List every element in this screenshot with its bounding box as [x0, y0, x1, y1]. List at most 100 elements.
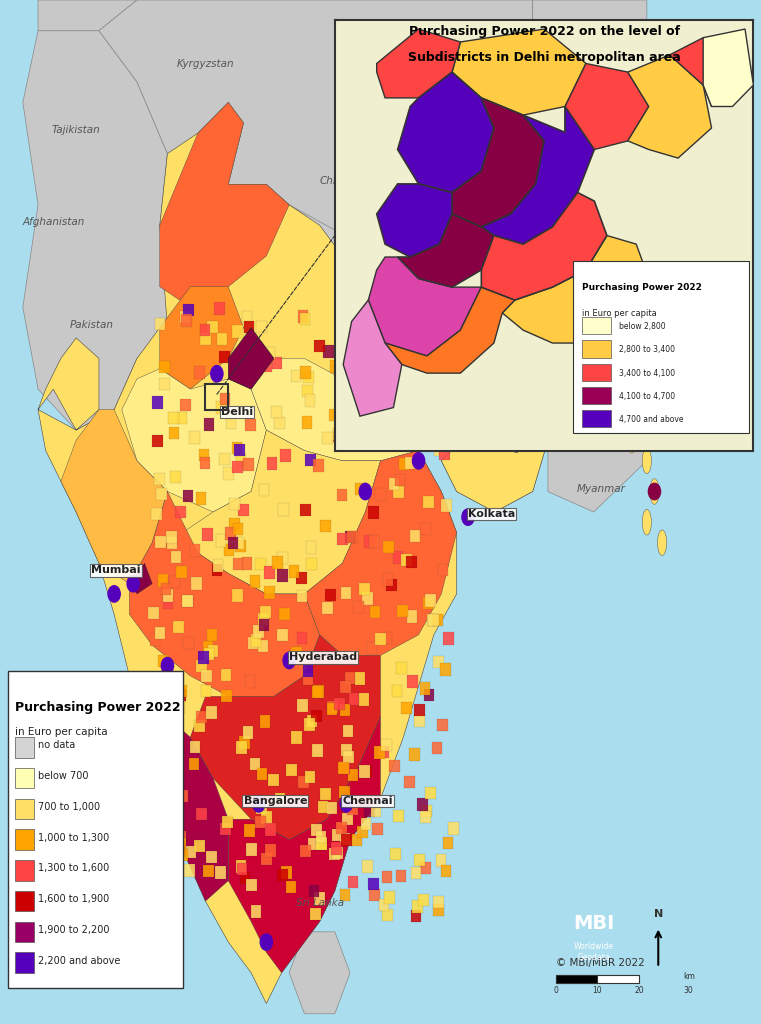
Bar [219, 453, 230, 465]
Bar [401, 554, 412, 566]
Polygon shape [628, 55, 712, 158]
Bar [390, 848, 400, 860]
Polygon shape [38, 102, 548, 1004]
Text: 10: 10 [593, 986, 602, 995]
Bar [163, 589, 174, 601]
Bar [359, 583, 370, 595]
Text: N: N [654, 908, 663, 919]
Bar [285, 881, 296, 893]
Bar [250, 905, 261, 918]
Bar [556, 975, 639, 983]
Bar [348, 769, 358, 781]
Bar [353, 601, 364, 613]
Bar [443, 838, 454, 850]
Bar [233, 558, 244, 570]
Bar [278, 569, 288, 582]
Bar [277, 629, 288, 641]
Polygon shape [289, 205, 419, 276]
Bar [304, 371, 314, 383]
Bar [332, 828, 342, 841]
Bar [355, 673, 365, 685]
Bar [222, 816, 233, 828]
Bar [155, 536, 166, 548]
Bar [393, 366, 404, 378]
Bar [430, 381, 441, 393]
Bar [419, 359, 430, 372]
Bar [372, 822, 383, 835]
Bar [247, 637, 258, 649]
Bar [195, 840, 205, 852]
Bar [204, 648, 215, 660]
Bar [202, 528, 213, 541]
Bar [170, 779, 180, 792]
Bar [219, 350, 230, 362]
Text: Pakistan: Pakistan [69, 319, 113, 330]
Bar [246, 844, 256, 856]
Polygon shape [457, 225, 517, 297]
Bar [240, 871, 250, 884]
Text: Kolkata: Kolkata [468, 509, 515, 519]
Bar [314, 685, 324, 697]
Bar [159, 378, 170, 390]
Bar [383, 573, 393, 586]
Bar [419, 894, 429, 906]
Bar [399, 458, 409, 470]
Bar [308, 838, 319, 850]
Bar [391, 685, 402, 697]
Bar [151, 843, 162, 855]
Bar [362, 860, 373, 872]
Polygon shape [160, 287, 244, 389]
Text: Mumbai: Mumbai [91, 565, 141, 575]
Bar [342, 429, 353, 441]
Bar [250, 758, 260, 770]
Polygon shape [61, 410, 167, 584]
Text: Worldwide
Geodata: Worldwide Geodata [574, 942, 613, 963]
Polygon shape [289, 932, 350, 1014]
Bar [277, 552, 288, 564]
Circle shape [359, 483, 371, 500]
Text: below 2,800: below 2,800 [619, 323, 666, 331]
Bar [397, 604, 408, 616]
Polygon shape [457, 328, 548, 440]
Bar [175, 831, 186, 844]
Bar [206, 707, 217, 719]
Bar [404, 775, 415, 787]
Bar [174, 701, 185, 714]
Polygon shape [251, 358, 434, 461]
Bar [265, 347, 275, 359]
Polygon shape [190, 635, 380, 840]
Bar [256, 558, 266, 570]
Bar [400, 333, 411, 345]
Bar [384, 541, 394, 553]
Polygon shape [481, 193, 607, 300]
Bar [279, 607, 290, 620]
Polygon shape [385, 287, 514, 373]
Bar [159, 361, 170, 374]
Bar [329, 409, 339, 421]
Bar [15, 952, 34, 973]
Ellipse shape [642, 449, 651, 473]
Bar [288, 565, 299, 578]
Bar [255, 815, 266, 827]
Text: 4,100 to 4,700: 4,100 to 4,700 [619, 392, 676, 400]
Bar [420, 811, 431, 823]
Bar [374, 746, 385, 759]
Bar [311, 710, 322, 722]
Bar [157, 487, 167, 500]
Bar [259, 484, 269, 497]
Bar [442, 439, 453, 452]
Polygon shape [452, 98, 544, 227]
Text: Bhutan: Bhutan [491, 371, 529, 381]
Bar [183, 637, 194, 649]
Bar [236, 860, 247, 872]
Bar [291, 731, 301, 743]
Bar [432, 614, 443, 627]
Bar [369, 306, 380, 318]
Bar [170, 577, 180, 589]
Bar [393, 384, 403, 396]
Bar [384, 891, 395, 903]
Bar [349, 335, 359, 347]
Bar [170, 551, 181, 563]
Bar [208, 645, 218, 657]
Text: 1,900 to 2,200: 1,900 to 2,200 [38, 925, 110, 935]
